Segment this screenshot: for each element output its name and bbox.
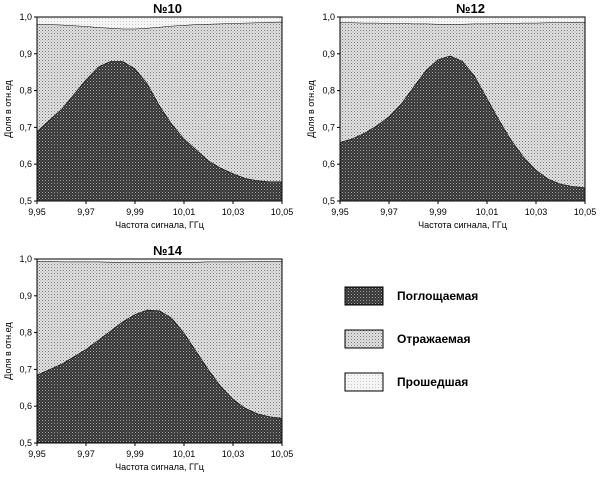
- plot-frame: [339, 16, 586, 202]
- x-tick-label: 10,03: [222, 207, 245, 217]
- y-tick-label: 0,7: [19, 122, 32, 132]
- chart-title: №12: [456, 1, 485, 16]
- reflected-area: [37, 21, 282, 182]
- legend-swatch: [344, 329, 384, 349]
- transmitted-area: [37, 17, 282, 29]
- x-tick-label: 9,99: [126, 207, 144, 217]
- y-tick-label: 0,9: [19, 291, 32, 301]
- x-tick-label: 10,01: [173, 207, 196, 217]
- x-tick-label: 10,05: [271, 449, 294, 459]
- transmitted-area: [340, 17, 585, 24]
- y-tick-label: 1,0: [322, 12, 335, 22]
- x-tick-label: 9,99: [126, 449, 144, 459]
- absorbed-area: [37, 61, 282, 201]
- x-tick-label: 9,95: [331, 207, 349, 217]
- legend-label: Прошедшая: [397, 375, 468, 389]
- legend-label: Отражаемая: [397, 332, 470, 346]
- legend-item: Отражаемая: [344, 329, 470, 349]
- y-tick-label: 0,6: [19, 159, 32, 169]
- y-tick-label: 0,8: [322, 86, 335, 96]
- x-axis-label: Частота сигнала, ГГц: [115, 220, 204, 230]
- legend-swatch: [344, 372, 384, 392]
- y-tick-label: 0,5: [19, 196, 32, 206]
- y-tick-label: 1,0: [19, 12, 32, 22]
- absorbed-area: [37, 309, 282, 443]
- legend-label: Поглощаемая: [397, 289, 478, 303]
- y-axis-label: Доля в отн.ед: [3, 322, 13, 380]
- chart-panel: №12 0,5 0,6 0,7 0,8 0,9 1,0 9,95 9,97 9,99 10,01 10…: [306, 1, 596, 230]
- y-tick-label: 0,7: [322, 122, 335, 132]
- y-tick-label: 1,0: [19, 254, 32, 264]
- x-axis-label: Частота сигнала, ГГц: [115, 462, 204, 472]
- y-axis-label: Доля в отн.ед: [3, 80, 13, 138]
- x-tick-label: 9,95: [28, 449, 46, 459]
- legend: Поглощаемая Отражаемая Прошедшая: [344, 286, 478, 392]
- chart-panel: №10 0,5 0,6 0,7 0,8 0,9 1,0 9,95 9,97 9,99 10,01 10…: [3, 1, 293, 230]
- x-tick-label: 10,05: [271, 207, 294, 217]
- plot-frame: [36, 258, 283, 444]
- legend-item: Прошедшая: [344, 372, 468, 392]
- x-tick-label: 10,03: [525, 207, 548, 217]
- chart-panel: №14 0,5 0,6 0,7 0,8 0,9 1,0 9,95 9,97 9,99 10,01 10…: [3, 243, 293, 472]
- y-tick-label: 0,7: [19, 364, 32, 374]
- reflected-area: [340, 22, 585, 188]
- x-tick-label: 9,99: [429, 207, 447, 217]
- chart-title: №10: [153, 1, 182, 16]
- x-tick-label: 9,95: [28, 207, 46, 217]
- y-tick-label: 0,8: [19, 86, 32, 96]
- y-axis-label: Доля в отн.ед: [306, 80, 316, 138]
- x-tick-label: 9,97: [77, 449, 95, 459]
- reflected-area: [37, 261, 282, 418]
- absorbed-area: [340, 55, 585, 201]
- y-tick-label: 0,8: [19, 328, 32, 338]
- x-tick-label: 10,01: [173, 449, 196, 459]
- y-tick-label: 0,5: [322, 196, 335, 206]
- x-tick-label: 9,97: [380, 207, 398, 217]
- transmitted-area: [37, 259, 282, 262]
- legend-swatch: [344, 286, 384, 306]
- x-axis-label: Частота сигнала, ГГц: [418, 220, 507, 230]
- legend-item: Поглощаемая: [344, 286, 478, 306]
- y-tick-label: 0,9: [19, 49, 32, 59]
- y-tick-label: 0,9: [322, 49, 335, 59]
- x-tick-label: 10,01: [476, 207, 499, 217]
- y-tick-label: 0,6: [19, 401, 32, 411]
- x-tick-label: 10,03: [222, 449, 245, 459]
- y-tick-label: 0,6: [322, 159, 335, 169]
- chart-title: №14: [153, 243, 183, 258]
- y-tick-label: 0,5: [19, 438, 32, 448]
- x-tick-label: 10,05: [574, 207, 597, 217]
- plot-frame: [36, 16, 283, 202]
- x-tick-label: 9,97: [77, 207, 95, 217]
